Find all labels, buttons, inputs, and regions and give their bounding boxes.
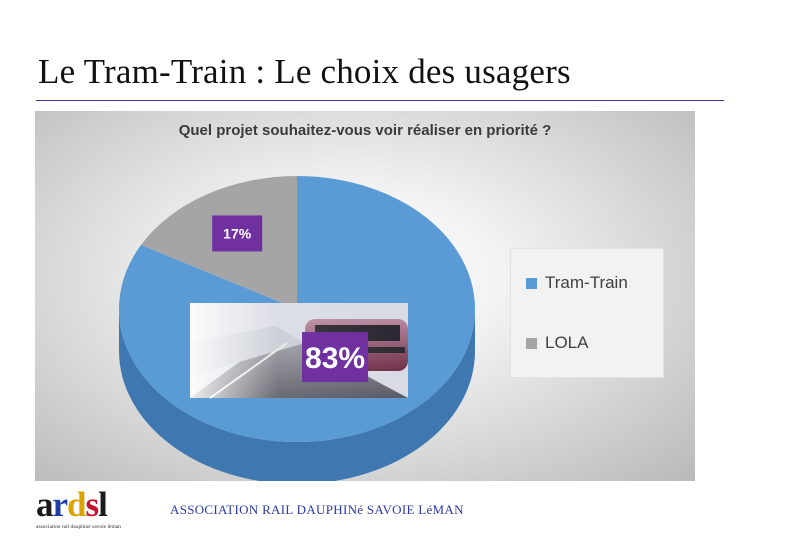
legend-label-tram-train: Tram-Train bbox=[545, 273, 628, 292]
data-label-tram-train: 83% bbox=[305, 342, 365, 375]
pie-side-walls bbox=[119, 309, 475, 481]
ardsl-logo: ardsl association rail dauphiné savoie l… bbox=[36, 485, 140, 536]
pie-chart: 83% 17% bbox=[118, 176, 475, 481]
pie-side-tram-train bbox=[119, 309, 475, 481]
logo-letter: l bbox=[98, 485, 108, 524]
tram-photo bbox=[190, 303, 408, 399]
slide-title: Le Tram-Train : Le choix des usagers bbox=[38, 52, 571, 91]
title-divider bbox=[36, 100, 724, 101]
chart-legend: Tram-Train LOLA bbox=[510, 248, 664, 378]
legend-item-tram-train: Tram-Train bbox=[526, 273, 628, 293]
legend-label-lola: LOLA bbox=[545, 333, 589, 352]
legend-swatch-lola bbox=[526, 337, 537, 349]
logo-letter: d bbox=[67, 485, 86, 524]
chart-title: Quel projet souhaitez-vous voir réaliser… bbox=[178, 122, 552, 139]
footer-org-name: ASSOCIATION RAIL DAUPHINé SAVOIE LéMAN bbox=[170, 502, 464, 517]
data-label-lola: 17% bbox=[223, 225, 252, 241]
logo-letter: a bbox=[36, 485, 53, 524]
legend-swatch-tram-train bbox=[526, 277, 537, 289]
data-label-badge-tram-train bbox=[302, 332, 369, 383]
logo-letter: s bbox=[85, 485, 100, 524]
logo-subtext: association rail dauphiné savoie léman bbox=[36, 524, 121, 530]
legend-item-lola: LOLA bbox=[526, 333, 588, 353]
logo-letter: r bbox=[52, 485, 69, 524]
data-label-badge-lola bbox=[212, 215, 263, 252]
logo-wordmark: ardsl bbox=[36, 485, 140, 524]
chart-panel: 83% 17% Quel projet souhaitez-vous voir r… bbox=[35, 111, 695, 481]
